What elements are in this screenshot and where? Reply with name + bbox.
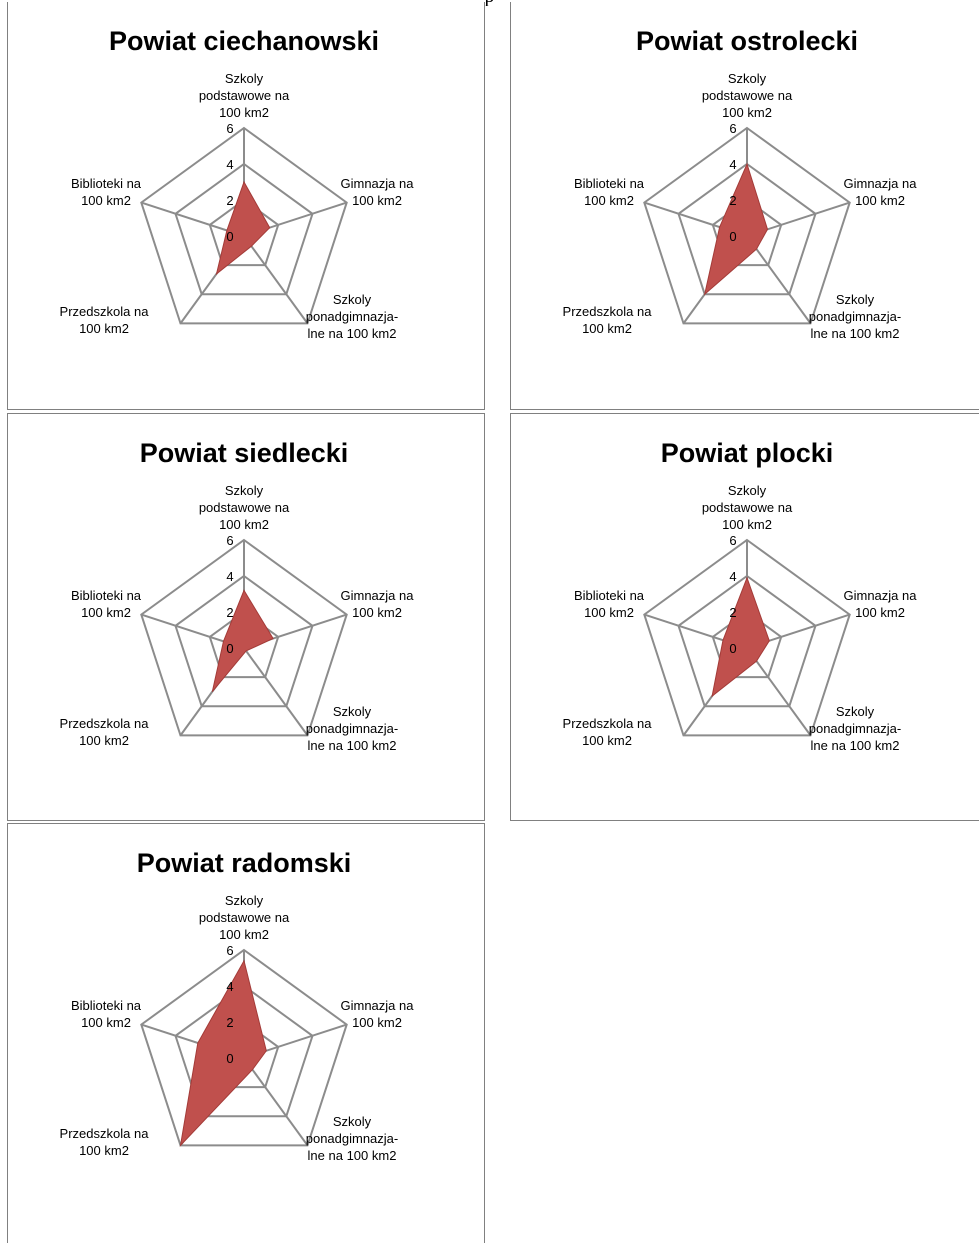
tick-label: 0 — [226, 641, 233, 656]
grid-ring — [677, 574, 817, 708]
axis-label-gymnasium: Gimnazja na 100 km2 — [341, 176, 415, 208]
chart-title: Powiat ostrolecki — [636, 26, 858, 56]
data-series-area — [215, 180, 271, 276]
tick-label: 4 — [226, 979, 233, 994]
data-series-area — [211, 589, 274, 693]
grid-ring — [140, 948, 348, 1147]
data-series-area — [703, 162, 769, 296]
axis-label-school: Szkoly podstawowe na 100 km2 — [199, 71, 290, 120]
chart-panel-radomski: Powiat radomski 0 2 4 6 Szkoly podstawowe na 10… — [7, 823, 485, 1243]
tick-label: 2 — [729, 605, 736, 620]
grid-ring — [208, 610, 280, 679]
axis-label-secondary: Szkoly ponadgimnazja-lne na 100 km2 — [809, 292, 902, 341]
chart-panel-ciechanowski: Powiat ciechanowski 0 2 4 6 Szkoly podstawowe … — [7, 2, 485, 410]
axis-spoke — [243, 1057, 309, 1146]
axis-spoke — [243, 647, 309, 736]
page-header-fragment: p — [0, 0, 979, 6]
axis-label-secondary: Szkoly ponadgimnazja-lne na 100 km2 — [306, 292, 399, 341]
axis-label-preschool: Przedszkola na 100 km2 — [60, 716, 150, 748]
axis-label-preschool: Przedszkola na 100 km2 — [60, 304, 150, 336]
tick-label: 4 — [729, 157, 736, 172]
tick-label: 2 — [226, 605, 233, 620]
chart-title: Powiat radomski — [137, 848, 352, 878]
tick-label: 0 — [729, 229, 736, 244]
axis-label-school: Szkoly podstawowe na 100 km2 — [702, 483, 793, 532]
axis-spoke — [746, 647, 812, 736]
grid-ring — [140, 538, 348, 737]
grid-ring — [140, 126, 348, 325]
tick-label: 4 — [729, 569, 736, 584]
tick-label: 6 — [226, 121, 233, 136]
tick-label: 2 — [729, 193, 736, 208]
data-series-area — [711, 576, 770, 698]
axis-label-preschool: Przedszkola na 100 km2 — [60, 1126, 150, 1158]
chart-panel-ostrolecki: Powiat ostrolecki 0 2 4 6 Szkoly podstawowe na… — [510, 2, 979, 410]
axis-label-school: Szkoly podstawowe na 100 km2 — [199, 893, 290, 942]
grid-ring — [174, 162, 314, 296]
tick-label: 2 — [226, 1015, 233, 1030]
tick-label: 6 — [729, 533, 736, 548]
grid-ring — [643, 126, 851, 325]
chart-panel-siedlecki: Powiat siedlecki 0 2 4 6 Szkoly podstawowe na 1… — [7, 413, 485, 821]
tick-label: 6 — [226, 943, 233, 958]
tick-label: 6 — [226, 533, 233, 548]
axis-label-secondary: Szkoly ponadgimnazja-lne na 100 km2 — [306, 704, 399, 753]
axis-label-library: Biblioteki na 100 km2 — [71, 176, 142, 208]
chart-panel-plocki: Powiat plocki 0 2 4 6 Szkoly podstawowe na 100 … — [510, 413, 979, 821]
tick-label: 6 — [729, 121, 736, 136]
grid-ring — [677, 162, 817, 296]
axis-label-gymnasium: Gimnazja na 100 km2 — [341, 998, 415, 1030]
chart-title: Powiat plocki — [661, 438, 834, 468]
grid-ring — [643, 538, 851, 737]
tick-label: 2 — [226, 193, 233, 208]
chart-title: Powiat siedlecki — [140, 438, 349, 468]
grid-ring — [208, 198, 280, 267]
tick-label: 4 — [226, 157, 233, 172]
axis-label-library: Biblioteki na 100 km2 — [71, 998, 142, 1030]
axis-spoke — [243, 235, 309, 324]
grid-ring — [711, 610, 783, 679]
axis-label-school: Szkoly podstawowe na 100 km2 — [199, 483, 290, 532]
axis-label-preschool: Przedszkola na 100 km2 — [563, 716, 653, 748]
tick-label: 4 — [226, 569, 233, 584]
axis-label-library: Biblioteki na 100 km2 — [574, 176, 645, 208]
tick-label: 0 — [729, 641, 736, 656]
grid-ring — [711, 198, 783, 267]
axis-label-gymnasium: Gimnazja na 100 km2 — [844, 176, 918, 208]
tick-label: 0 — [226, 229, 233, 244]
axis-label-gymnasium: Gimnazja na 100 km2 — [341, 588, 415, 620]
axis-label-secondary: Szkoly ponadgimnazja-lne na 100 km2 — [306, 1114, 399, 1163]
axis-label-library: Biblioteki na 100 km2 — [574, 588, 645, 620]
tick-label: 0 — [226, 1051, 233, 1066]
grid-ring — [174, 574, 314, 708]
page-header-text: p — [0, 0, 979, 6]
axis-label-secondary: Szkoly ponadgimnazja-lne na 100 km2 — [809, 704, 902, 753]
axis-label-library: Biblioteki na 100 km2 — [71, 588, 142, 620]
axis-label-preschool: Przedszkola na 100 km2 — [563, 304, 653, 336]
grid-ring — [174, 984, 314, 1118]
axis-label-gymnasium: Gimnazja na 100 km2 — [844, 588, 918, 620]
axis-label-school: Szkoly podstawowe na 100 km2 — [702, 71, 793, 120]
chart-title: Powiat ciechanowski — [109, 26, 379, 56]
data-series-area — [179, 959, 267, 1147]
axis-spoke — [746, 235, 812, 324]
